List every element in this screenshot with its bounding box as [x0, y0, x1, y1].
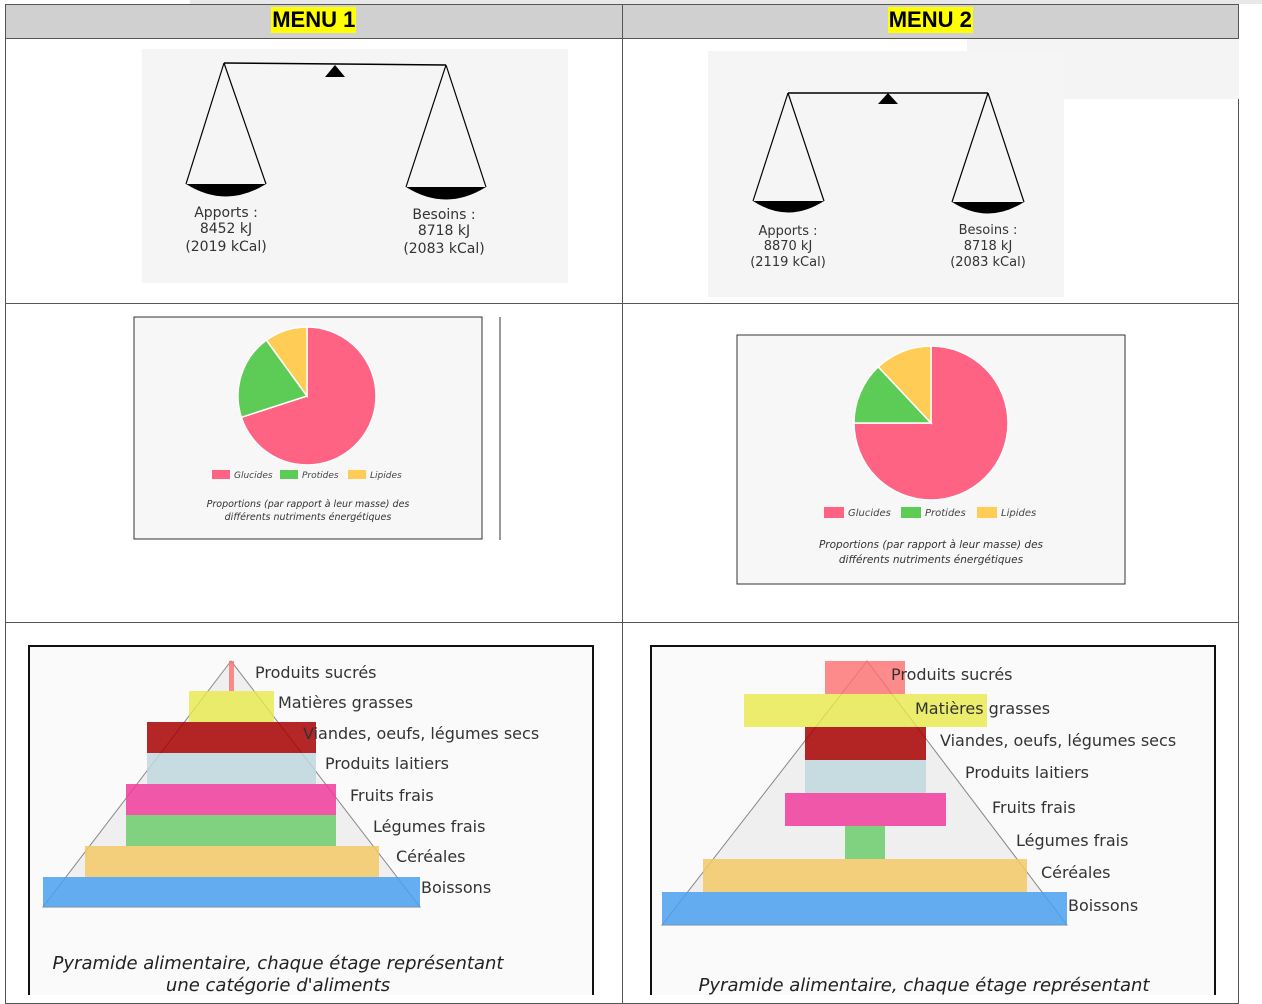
menu-2-besoins-title: Besoins :	[958, 223, 1017, 238]
layer-legumes-frais	[844, 825, 885, 859]
legend-protides-swatch	[280, 469, 298, 479]
menu-1-balance-scale: Apports : 8452 kJ (2019 kCal) Besoins : …	[142, 49, 568, 284]
pyramid-label: Matières grasses	[278, 693, 413, 712]
menu-2-apports-title: Apports :	[758, 224, 817, 239]
layer-produits-laitiers	[147, 752, 316, 784]
pie-slice-glucides	[240, 326, 377, 466]
pyramid-label: Produits sucrés	[891, 665, 1013, 684]
pie-slice-protides	[237, 339, 309, 419]
layer-produits-sucres	[229, 660, 234, 691]
header-menu-2: MENU 2	[621, 3, 1239, 40]
layer-matieres-grasses	[743, 693, 987, 727]
layer-legumes-frais	[126, 814, 336, 846]
layer-cereales	[702, 858, 1027, 892]
menu-2-besoins-kj: 8718 kJ	[963, 239, 1012, 254]
menu-2-balance-cell: Apports : 8870 kJ (2119 kCal) Besoins : …	[621, 38, 1239, 304]
menu-1-apports-title: Apports :	[194, 205, 258, 221]
menu-1-pyramid-figure: Produits sucrés Matières grasses Viandes…	[28, 644, 594, 995]
menu-1-pie-cell: Glucides Protides Lipides Proportions (p…	[5, 302, 623, 623]
layer-produits-sucres	[824, 660, 905, 694]
menu-2-pyramid-figure: Produits sucrés Matières grasses Viandes…	[649, 644, 1216, 995]
pyramid-label: Produits laitiers	[965, 763, 1089, 782]
pyramid-label: Fruits frais	[350, 786, 434, 805]
menu-1-pie-caption-1: Proportions (par rapport à leur masse) d…	[207, 499, 410, 510]
menu-1-pyramid-caption-1: Pyramide alimentaire, chaque étage repré…	[53, 953, 505, 974]
top-strip	[190, 0, 1262, 4]
menu-1-title: MENU 1	[271, 7, 357, 33]
pyramid-label: Produits sucrés	[255, 663, 377, 682]
legend-glucides-swatch	[212, 469, 230, 479]
layer-matieres-grasses	[189, 690, 274, 722]
layer-fruits-frais	[126, 783, 336, 815]
menu-1-apports-kj: 8452 kJ	[200, 221, 252, 237]
layer-produits-laitiers	[804, 759, 926, 793]
pie-slice-lipides	[265, 326, 308, 399]
menu-2-besoins-kcal: (2083 kCal)	[950, 255, 1026, 270]
legend-protides: Protides	[925, 508, 966, 519]
pyramid-label: Légumes frais	[1016, 831, 1128, 850]
menu-2-pyramid-caption-1: Pyramide alimentaire, chaque étage repré…	[698, 975, 1150, 995]
legend-glucides-swatch	[823, 506, 844, 518]
menu-2-title: MENU 2	[887, 7, 973, 33]
menu-2-pyramid-cell: Produits sucrés Matières grasses Viandes…	[621, 621, 1239, 1004]
legend-lipides-swatch	[348, 469, 366, 479]
layer-cereales	[85, 845, 379, 877]
legend-glucides: Glucides	[234, 471, 273, 481]
pyramid-label: Céréales	[396, 847, 466, 866]
menu-comparison-table: MENU 1 MENU 2 Apports : 8452 kJ (2019 kC…	[5, 3, 1239, 1004]
menu-1-balance-cell: Apports : 8452 kJ (2019 kCal) Besoins : …	[5, 38, 623, 304]
menu-2-balance-scale: Apports : 8870 kJ (2119 kCal) Besoins : …	[707, 51, 1064, 298]
menu-1-pie-caption-2: différents nutriments énergétiques	[225, 512, 392, 523]
layer-boissons	[43, 876, 420, 907]
layer-fruits-frais	[784, 792, 946, 826]
pyramid-label: Boissons	[421, 878, 491, 897]
menu-1-pyramid-caption-2: une catégorie d'aliments	[166, 975, 390, 995]
layer-viandes	[147, 721, 316, 753]
pie-slice-glucides	[852, 345, 1009, 501]
header-menu-1: MENU 1	[5, 3, 623, 40]
menu-2-apports-kj: 8870 kJ	[763, 239, 812, 254]
pie-slice-lipides	[876, 345, 932, 425]
menu-2-apports-kcal: (2119 kCal)	[750, 255, 826, 270]
menu-1-pie-chart	[237, 326, 377, 466]
menu-2-pie-caption-2: différents nutriments énergétiques	[838, 554, 1023, 566]
legend-protides-swatch	[900, 506, 921, 518]
pyramid-label: Produits laitiers	[325, 754, 449, 773]
layer-viandes	[804, 726, 926, 760]
legend-lipides: Lipides	[370, 471, 402, 481]
menu-2-pie-cell: Glucides Protides Lipides Proportions (p…	[621, 302, 1239, 623]
menu-1-besoins-title: Besoins :	[412, 207, 475, 223]
menu-2-pie-caption-1: Proportions (par rapport à leur masse) d…	[818, 539, 1043, 551]
legend-protides: Protides	[302, 471, 339, 481]
pyramid-label: Boissons	[1068, 896, 1138, 915]
legend-lipides-swatch	[976, 506, 997, 518]
menu-1-pie-figure: Glucides Protides Lipides Proportions (p…	[133, 316, 501, 540]
pyramid-label: Céréales	[1041, 863, 1111, 882]
pie-slice-protides	[852, 365, 933, 424]
menu-1-pyramid-cell: Produits sucrés Matières grasses Viandes…	[5, 621, 623, 1004]
menu-1-besoins-kcal: (2083 kCal)	[403, 241, 484, 257]
menu-2-pie-figure: Glucides Protides Lipides Proportions (p…	[736, 334, 1125, 585]
pyramid-label: Légumes frais	[373, 817, 485, 836]
pyramid-label: Matières grasses	[915, 699, 1050, 718]
layer-boissons	[661, 891, 1067, 925]
legend-glucides: Glucides	[848, 508, 891, 519]
pyramid-label: Viandes, oeufs, légumes secs	[303, 724, 539, 743]
menu-1-besoins-kj: 8718 kJ	[418, 223, 470, 239]
legend-lipides: Lipides	[1001, 508, 1036, 519]
pyramid-label: Fruits frais	[992, 798, 1076, 817]
pyramid-label: Viandes, oeufs, légumes secs	[940, 731, 1176, 750]
menu-2-pie-chart	[852, 345, 1009, 501]
menu-1-apports-kcal: (2019 kCal)	[185, 239, 266, 255]
